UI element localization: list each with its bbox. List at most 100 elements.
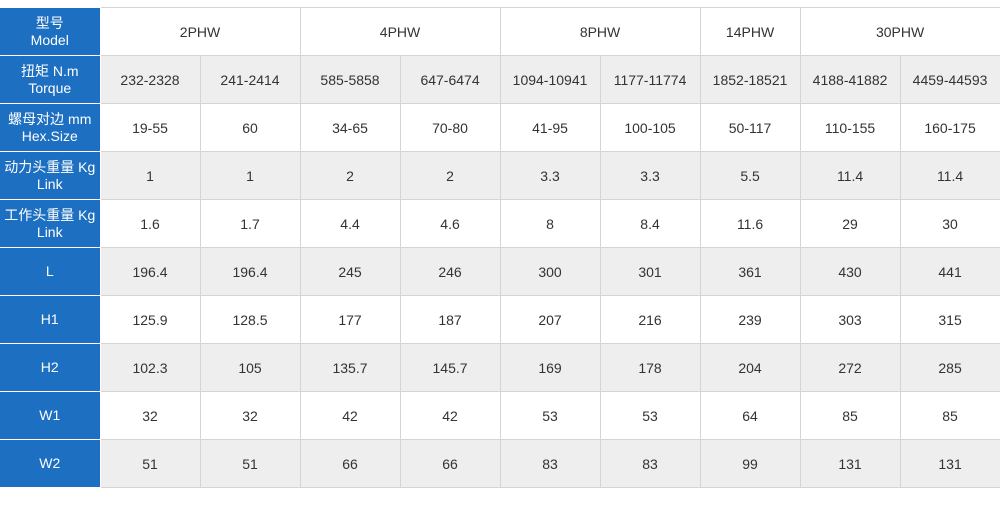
cell-value: 585-5858 [299, 55, 401, 104]
cell-value: 1852-18521 [699, 55, 801, 104]
row-label: H2 [0, 343, 101, 392]
label-line: 动力头重量 Kg [4, 158, 96, 175]
cell-value: 4188-41882 [799, 55, 901, 104]
group-header: 4PHW [299, 7, 501, 56]
cell-value: 135.7 [299, 343, 401, 392]
cell-value: 85 [799, 391, 901, 440]
cell-value: 196.4 [199, 247, 301, 296]
cell-value: 66 [299, 439, 401, 488]
cell-value: 285 [899, 343, 1000, 392]
table-body: 型号 Model 2PHW 4PHW 8PHW 14PHW 30PHW 扭矩 N… [0, 7, 1000, 488]
cell-value: 301 [599, 247, 701, 296]
cell-value: 110-155 [799, 103, 901, 152]
cell-value: 4.4 [299, 199, 401, 248]
cell-value: 102.3 [99, 343, 201, 392]
label-line: Torque [28, 79, 72, 96]
label-line: 螺母对边 mm [8, 110, 92, 127]
cell-value: 647-6474 [399, 55, 501, 104]
row-label: 动力头重量 Kg Link [0, 151, 101, 200]
cell-value: 430 [799, 247, 901, 296]
cell-value: 145.7 [399, 343, 501, 392]
cell-value: 64 [699, 391, 801, 440]
data-row: 动力头重量 Kg Link 1 1 2 2 3.3 3.3 5.5 11.4 11.4 [0, 151, 1000, 200]
cell-value: 160-175 [899, 103, 1000, 152]
cell-value: 8 [499, 199, 601, 248]
label-line: Link [36, 223, 63, 240]
data-row: H1 125.9 128.5 177 187 207 216 239 303 315 [0, 295, 1000, 344]
cell-value: 30 [899, 199, 1000, 248]
cell-value: 51 [99, 439, 201, 488]
label-line: W1 [39, 407, 61, 423]
cell-value: 300 [499, 247, 601, 296]
cell-value: 3.3 [599, 151, 701, 200]
data-row: H2 102.3 105 135.7 145.7 169 178 204 272 285 [0, 343, 1000, 392]
cell-value: 34-65 [299, 103, 401, 152]
label-line: H1 [40, 311, 59, 327]
data-row: L 196.4 196.4 245 246 300 301 361 430 441 [0, 247, 1000, 296]
cell-value: 232-2328 [99, 55, 201, 104]
cell-value: 1 [199, 151, 301, 200]
cell-value: 99 [699, 439, 801, 488]
cell-value: 5.5 [699, 151, 801, 200]
cell-value: 125.9 [99, 295, 201, 344]
row-label: W1 [0, 391, 101, 440]
row-label: L [0, 247, 101, 296]
cell-value: 29 [799, 199, 901, 248]
cell-value: 8.4 [599, 199, 701, 248]
cell-value: 177 [299, 295, 401, 344]
cell-value: 204 [699, 343, 801, 392]
cell-value: 1.7 [199, 199, 301, 248]
cell-value: 1 [99, 151, 201, 200]
cell-value: 53 [599, 391, 701, 440]
cell-value: 239 [699, 295, 801, 344]
group-header: 8PHW [499, 7, 701, 56]
cell-value: 187 [399, 295, 501, 344]
cell-value: 19-55 [99, 103, 201, 152]
cell-value: 272 [799, 343, 901, 392]
cell-value: 216 [599, 295, 701, 344]
cell-value: 131 [799, 439, 901, 488]
label-line: 工作头重量 Kg [4, 206, 96, 223]
cell-value: 11.4 [799, 151, 901, 200]
cell-value: 178 [599, 343, 701, 392]
row-label: 工作头重量 Kg Link [0, 199, 101, 248]
row-label: H1 [0, 295, 101, 344]
cell-value: 241-2414 [199, 55, 301, 104]
cell-value: 105 [199, 343, 301, 392]
spec-table-wrap: 型号 Model 2PHW 4PHW 8PHW 14PHW 30PHW 扭矩 N… [0, 7, 1000, 488]
cell-value: 131 [899, 439, 1000, 488]
cell-value: 128.5 [199, 295, 301, 344]
cell-value: 83 [599, 439, 701, 488]
cell-value: 70-80 [399, 103, 501, 152]
cell-value: 2 [299, 151, 401, 200]
cell-value: 50-117 [699, 103, 801, 152]
cell-value: 11.6 [699, 199, 801, 248]
cell-value: 53 [499, 391, 601, 440]
label-line: Model [30, 31, 69, 48]
cell-value: 3.3 [499, 151, 601, 200]
cell-value: 100-105 [599, 103, 701, 152]
label-line: L [45, 263, 54, 279]
cell-value: 51 [199, 439, 301, 488]
cell-value: 42 [299, 391, 401, 440]
group-header: 2PHW [99, 7, 301, 56]
cell-value: 207 [499, 295, 601, 344]
header-row: 型号 Model 2PHW 4PHW 8PHW 14PHW 30PHW [0, 7, 1000, 56]
cell-value: 196.4 [99, 247, 201, 296]
cell-value: 4.6 [399, 199, 501, 248]
cell-value: 83 [499, 439, 601, 488]
row-label: W2 [0, 439, 101, 488]
cell-value: 441 [899, 247, 1000, 296]
cell-value: 41-95 [499, 103, 601, 152]
cell-value: 245 [299, 247, 401, 296]
label-line: Link [36, 175, 63, 192]
group-header: 30PHW [799, 7, 1000, 56]
data-row: W1 32 32 42 42 53 53 64 85 85 [0, 391, 1000, 440]
data-row: 螺母对边 mm Hex.Size 19-55 60 34-65 70-80 41-95 100… [0, 103, 1000, 152]
spec-table: 型号 Model 2PHW 4PHW 8PHW 14PHW 30PHW 扭矩 N… [0, 7, 1000, 488]
cell-value: 361 [699, 247, 801, 296]
cell-value: 4459-44593 [899, 55, 1000, 104]
cell-value: 246 [399, 247, 501, 296]
cell-value: 303 [799, 295, 901, 344]
data-row: W2 51 51 66 66 83 83 99 131 131 [0, 439, 1000, 488]
